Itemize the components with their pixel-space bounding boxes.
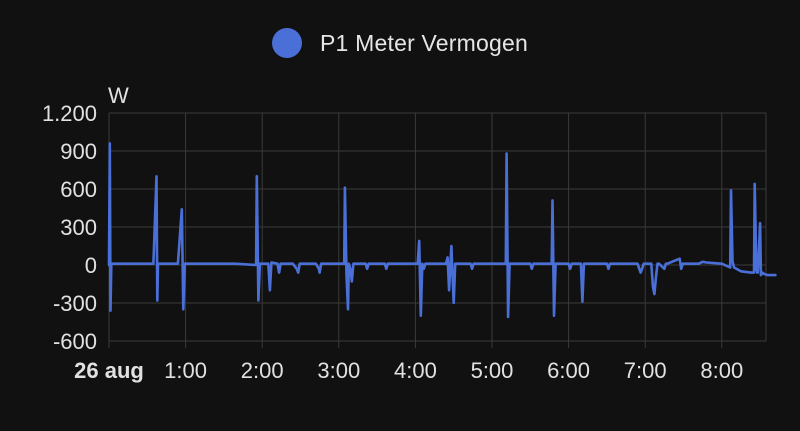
y-tick-label: -300 (53, 291, 97, 316)
y-tick-label: 1.200 (42, 101, 97, 126)
x-tick-label: 4:00 (394, 358, 437, 383)
x-tick-label: 2:00 (241, 358, 284, 383)
y-axis-unit-label: W (108, 83, 129, 108)
legend-series-swatch (272, 28, 303, 58)
series-layer (107, 142, 777, 319)
y-axis-ticks: 1.200 900 600 300 0 -300 -600 (42, 101, 97, 354)
y-tick-label: 600 (60, 177, 97, 202)
legend-series-label: P1 Meter Vermogen (320, 29, 528, 56)
y-tick-label: 0 (85, 253, 97, 278)
x-tick-label: 7:00 (624, 358, 667, 383)
y-tick-label: 900 (60, 139, 97, 164)
x-axis-ticks: 26 aug 1:00 2:00 3:00 4:00 5:00 6:00 7:00 8:00 (74, 358, 743, 383)
chart-legend[interactable]: P1 Meter Vermogen (0, 28, 800, 58)
x-tick-label: 1:00 (164, 358, 207, 383)
series-line-p1-meter[interactable] (107, 142, 777, 319)
x-tick-label: 8:00 (700, 358, 743, 383)
x-tick-label: 6:00 (547, 358, 590, 383)
y-tick-label: -600 (53, 329, 97, 354)
x-tick-label: 3:00 (317, 358, 360, 383)
y-tick-label: 300 (60, 215, 97, 240)
x-tick-label: 5:00 (471, 358, 514, 383)
grid-lines (108, 112, 767, 348)
x-tick-label: 26 aug (74, 358, 144, 383)
